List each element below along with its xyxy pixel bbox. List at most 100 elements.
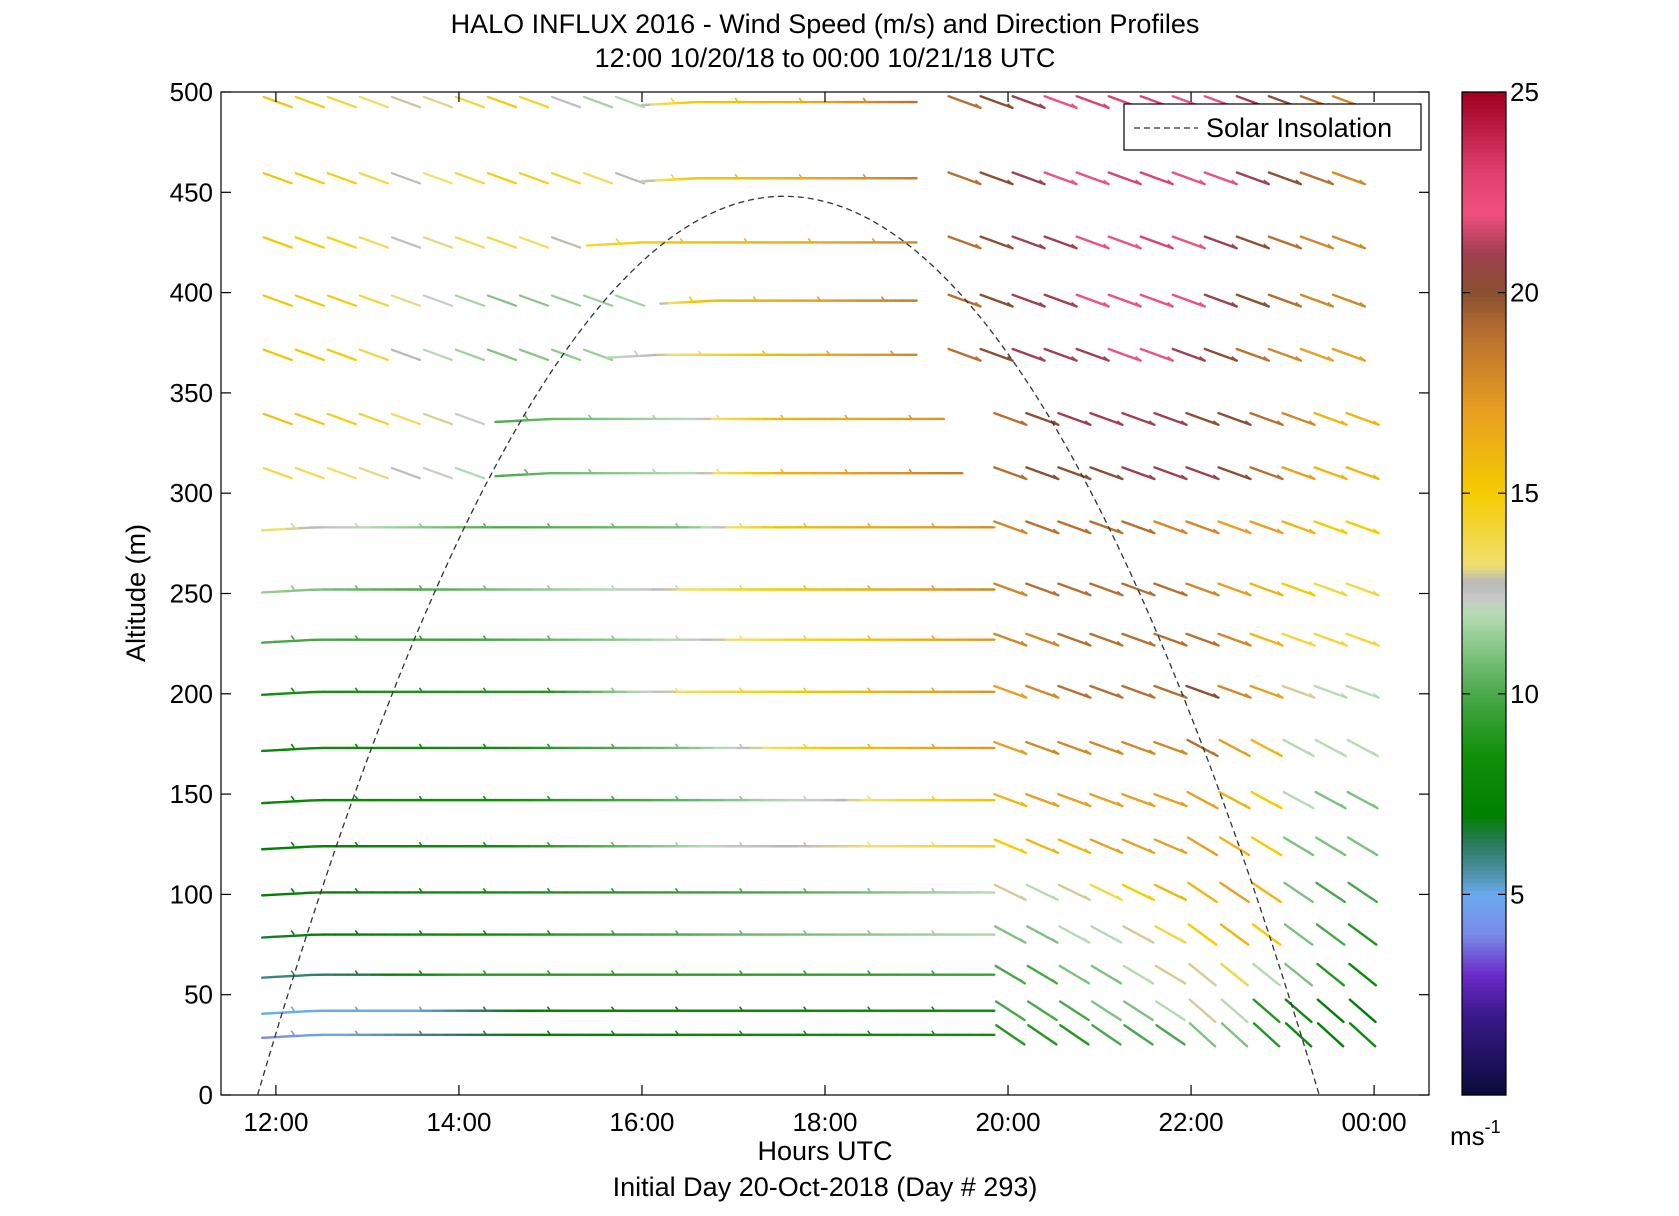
colorbar-band [1462,376,1506,382]
colorbar-band [1462,994,1506,1000]
wind-barb [994,925,1027,944]
wind-barb [262,236,293,249]
colorbar-band [1462,890,1506,895]
wind-barb-tick [354,1006,359,1012]
colorbar-band [1462,641,1506,647]
wind-barb-tip [1231,356,1238,362]
wind-barb-tip [1340,751,1347,757]
colorbar-band [1462,1074,1506,1080]
x-tick-label: 20:00 [975,1107,1040,1137]
colorbar-band [1462,818,1506,823]
wind-barb [1281,684,1316,699]
wind-line-segment [297,799,313,803]
colorbar-band [1462,597,1506,603]
wind-barb-tip [1359,243,1366,249]
wind-barb [1249,411,1284,426]
wind-barb-tick [546,930,552,936]
wind-barb [993,740,1028,755]
wind-barb-tick [482,585,488,590]
wind-barb-tip [1277,420,1284,426]
wind-barb [1345,632,1380,647]
wind-line-segment [260,935,276,939]
wind-barb-tip [1116,848,1123,854]
wind-barb-tip [1369,1041,1376,1047]
wind-barb-tip [1039,356,1046,362]
wind-barb-tip [1020,693,1027,699]
wind-barb-tick [738,635,744,641]
wind-barb-tip [1148,474,1155,480]
colorbar-band [1462,1034,1506,1040]
wind-barb-tick [716,414,721,420]
wind-barb-tip [1115,938,1122,944]
colorbar-band [1462,774,1506,779]
wind-barb [1090,964,1123,985]
colorbar-band [1462,1026,1506,1032]
colorbar-band [1462,248,1506,254]
wind-barb [326,348,357,362]
colorbar-band [1462,633,1506,639]
wind-line-segment [297,588,313,592]
colorbar-tick-label: 20 [1510,278,1539,308]
wind-barb-tip [975,103,982,109]
wind-barb-tip [1148,420,1155,426]
wind-barb [454,294,486,307]
wind-line-segment [297,1033,313,1038]
wind-barb-tip [1306,940,1313,946]
colorbar-band [1462,292,1506,298]
wind-barb [1058,964,1091,985]
wind-barb-tip [1116,528,1123,534]
wind-barb-tick [931,635,936,641]
colorbar-band [1462,569,1506,575]
colorbar-band [1462,236,1506,242]
wind-barb-tip [1337,1017,1344,1023]
wind-barb-tick [290,795,295,801]
wind-barb-tick [931,887,936,893]
wind-barb [1089,632,1124,647]
wind-barb [1249,466,1284,481]
wind-barb-tip [1180,640,1187,647]
wind-barb [294,294,325,307]
wind-barb-tip [1359,356,1366,362]
wind-barb-tip [1210,940,1217,946]
colorbar-band [1462,814,1506,819]
wind-barb-tip [1373,420,1380,426]
colorbar-band [1462,356,1506,362]
wind-barb-tip [1327,356,1334,362]
wind-barb-tick [674,1030,680,1036]
wind-barb-tip [1083,978,1090,984]
wind-barb-tick [780,414,785,420]
wind-barb-tick [867,930,872,936]
wind-barb-tick [290,970,295,976]
colorbar-band [1462,621,1506,627]
wind-barb [1089,466,1124,481]
colorbar-band [1462,1006,1506,1012]
wind-barb [1217,411,1252,426]
colorbar-band [1462,284,1506,290]
colorbar-band [1462,822,1506,827]
wind-barb [1218,738,1251,758]
wind-barb-tip [975,243,982,249]
wind-barb-tip [1308,803,1315,809]
wind-line-segment [260,975,276,979]
wind-barb [1122,964,1155,985]
wind-barb-tick [931,795,936,801]
wind-barb [1089,520,1124,535]
colorbar-band [1462,308,1506,314]
wind-barb-tick [482,930,488,936]
wind-barb [582,172,614,185]
wind-barb-tip [1116,474,1123,480]
colorbar-band [1462,561,1506,567]
wind-barb [1075,171,1110,186]
wind-barb [1043,171,1078,186]
wind-barb-tick [931,1006,936,1012]
wind-barb [1314,790,1347,810]
colorbar-band [1462,930,1506,936]
wind-barb [1121,740,1156,755]
wind-barb-tip [1116,693,1123,699]
colorbar-band [1462,336,1506,342]
wind-barb-tip [1180,848,1187,854]
colorbar-band [1462,946,1506,952]
wind-line-segment [273,846,288,850]
wind-barb-tip [1116,895,1123,901]
wind-barb [550,95,582,109]
